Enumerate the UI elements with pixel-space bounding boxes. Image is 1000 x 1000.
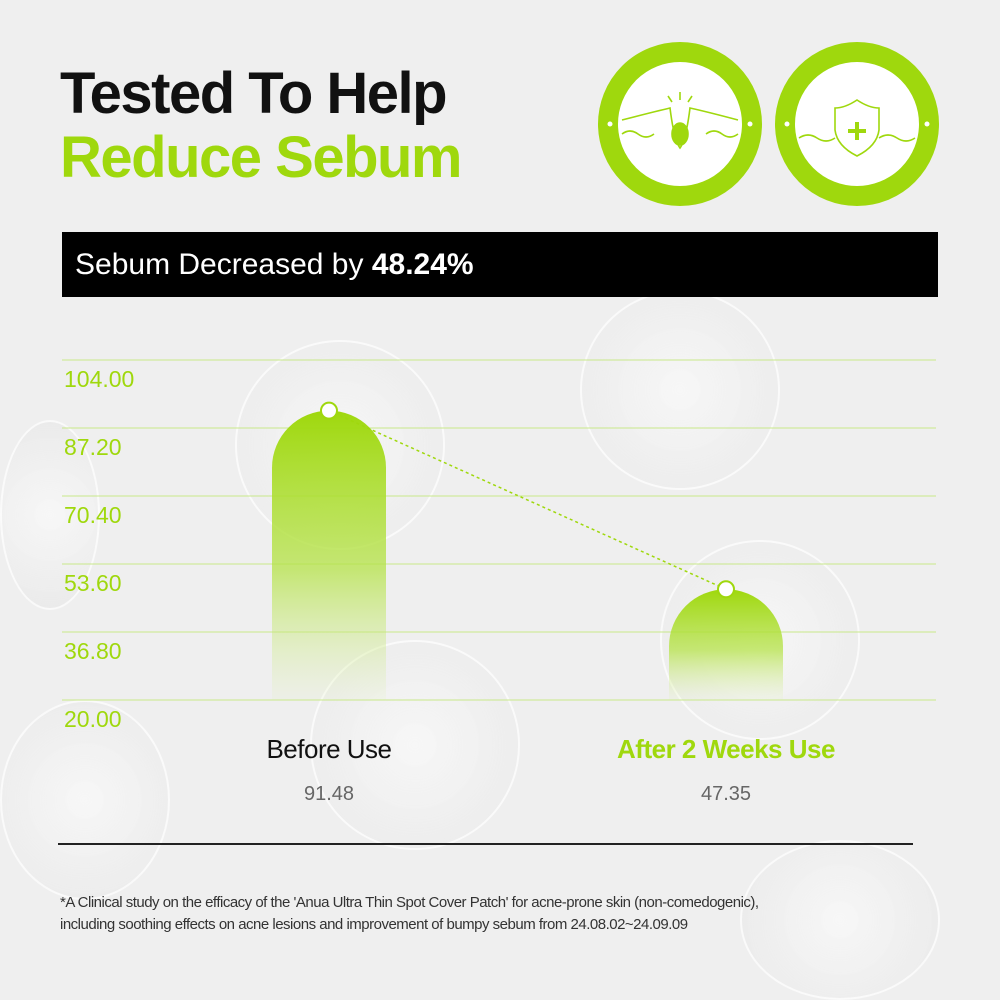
y-tick-label: 20.00: [64, 706, 122, 732]
category-label: After 2 Weeks Use: [617, 734, 835, 764]
background-patch: [580, 290, 780, 490]
y-tick-label: 104.00: [64, 366, 134, 392]
pore-icon: [621, 92, 739, 150]
data-point: [717, 580, 735, 599]
banner-text: Sebum Decreased by: [75, 248, 372, 281]
bar: [272, 410, 386, 700]
shield-plus-icon: [798, 99, 916, 157]
category-label: Before Use: [266, 734, 391, 764]
banner-value: 48.24%: [371, 248, 474, 281]
data-point: [320, 401, 338, 420]
hypoallergenic-badge: TEST COMPLETE HYPOALLERGENIC: [775, 42, 939, 206]
footnote: *A Clinical study on the efficacy of the…: [60, 892, 940, 936]
y-tick-label: 36.80: [64, 638, 122, 664]
bar: [669, 589, 783, 700]
title-line-1: Tested To Help: [60, 61, 448, 126]
divider: [58, 843, 913, 845]
y-tick-label: 53.60: [64, 570, 122, 596]
page-title: Tested To Help Reduce Sebum: [60, 61, 463, 190]
y-tick-label: 70.40: [64, 502, 122, 528]
result-banner: Sebum Decreased by 48.24%: [62, 232, 938, 297]
footnote-line-2: including soothing effects on acne lesio…: [60, 916, 688, 933]
trend-line: [328, 409, 727, 590]
y-tick-label: 87.20: [64, 434, 122, 460]
value-label: 91.48: [304, 783, 354, 805]
background-patch: [0, 420, 100, 610]
non-comedogenic-badge: TEST COMPLETE NON-COMEDOGENIC: [598, 42, 762, 206]
title-line-2: Reduce Sebum: [60, 125, 463, 190]
background-patch: [0, 700, 170, 900]
background-patch: [740, 840, 940, 1000]
value-label: 47.35: [701, 783, 751, 805]
footnote-line-1: *A Clinical study on the efficacy of the…: [60, 894, 759, 911]
